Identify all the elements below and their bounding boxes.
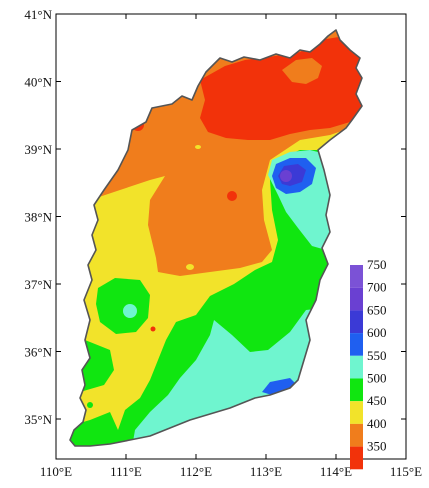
y-tick-label: 39°N (24, 142, 52, 157)
legend-label: 500 (367, 371, 387, 386)
legend-swatch (350, 333, 363, 356)
y-axis: 41°N 40°N 39°N 38°N 37°N 36°N 35°N (24, 7, 406, 427)
x-tick-label: 112°E (180, 464, 212, 479)
legend-swatch (350, 355, 363, 379)
y-tick-label: 38°N (24, 210, 52, 225)
y-tick-label: 41°N (24, 7, 52, 22)
legend-label: 600 (367, 325, 387, 340)
zone-500-south (70, 412, 118, 446)
x-tick-label: 114°E (320, 464, 352, 479)
legend-label: 750 (367, 257, 387, 272)
zone-500-west (96, 278, 150, 334)
legend-label: 650 (367, 302, 387, 317)
zone-350-dot (150, 326, 156, 332)
zone-350-spot (227, 191, 237, 201)
legend-swatch (350, 423, 363, 447)
zone-450-spot-north (195, 145, 201, 149)
legend-swatch (350, 446, 363, 470)
legend-swatch (350, 401, 363, 424)
x-tick-label: 113°E (250, 464, 282, 479)
zone-350 (200, 36, 362, 140)
map-frame (55, 13, 407, 460)
legend-label: 700 (367, 280, 387, 295)
x-tick-label: 110°E (40, 464, 72, 479)
y-tick-label: 36°N (24, 345, 52, 360)
zone-500-dot (87, 402, 93, 408)
legend: 750 700 650 600 550 500 450 400 350 (350, 257, 387, 470)
legend-label: 350 (367, 439, 387, 454)
y-tick-label: 37°N (24, 277, 52, 292)
legend-label: 450 (367, 393, 387, 408)
y-tick-label: 35°N (24, 412, 52, 427)
zone-400-north-pocket (282, 58, 322, 84)
zone-700 (280, 170, 292, 182)
legend-swatch (350, 378, 363, 402)
legend-swatch (350, 265, 363, 288)
x-axis: 110°E 111°E 112°E 113°E 114°E 115°E (40, 14, 422, 479)
zone-450-spot (186, 264, 194, 270)
legend-swatch (350, 287, 363, 311)
province-outline (69, 29, 363, 447)
x-tick-label: 111°E (110, 464, 142, 479)
legend-label: 400 (367, 416, 387, 431)
x-tick-label: 115°E (390, 464, 422, 479)
y-tick-label: 40°N (24, 75, 52, 90)
legend-label: 550 (367, 348, 387, 363)
legend-swatch (350, 310, 363, 334)
zone-550-spot (123, 304, 137, 318)
